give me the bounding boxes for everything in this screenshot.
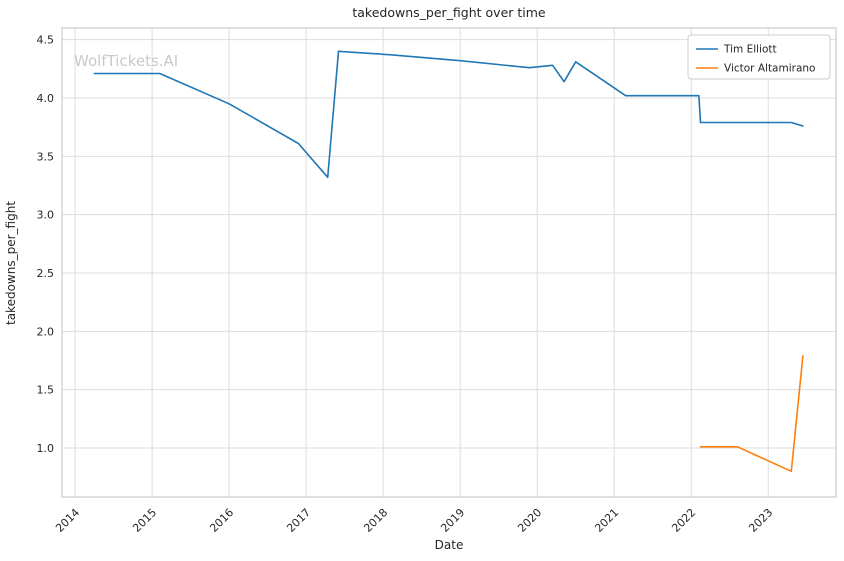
series-line xyxy=(93,50,804,179)
svg-text:2014: 2014 xyxy=(53,506,82,535)
svg-text:3.0: 3.0 xyxy=(37,209,55,222)
svg-text:1.5: 1.5 xyxy=(37,384,55,397)
svg-text:4.0: 4.0 xyxy=(37,92,55,105)
legend-label: Tim Elliott xyxy=(723,44,777,56)
series-line xyxy=(699,354,804,473)
legend-label: Victor Altamirano xyxy=(724,63,815,75)
svg-text:2018: 2018 xyxy=(361,506,390,535)
svg-text:2017: 2017 xyxy=(284,506,313,535)
y-axis-label: takedowns_per_fight xyxy=(4,201,18,325)
svg-text:4.5: 4.5 xyxy=(37,34,55,47)
svg-text:3.5: 3.5 xyxy=(37,150,55,163)
svg-text:2021: 2021 xyxy=(592,506,621,535)
x-tick-labels: 2014 2015 2016 2017 2018 2019 2020 2021 2022 2023 xyxy=(53,506,775,535)
svg-text:2020: 2020 xyxy=(515,506,544,535)
chart-title: takedowns_per_fight over time xyxy=(352,5,546,20)
x-axis-label: Date xyxy=(435,538,464,552)
y-tick-labels: 1.0 1.5 2.0 2.5 3.0 3.5 4.0 4.5 xyxy=(37,34,55,455)
svg-text:2.5: 2.5 xyxy=(37,267,55,280)
svg-text:2023: 2023 xyxy=(746,506,775,535)
svg-text:2.0: 2.0 xyxy=(37,325,55,338)
plot-background xyxy=(62,28,836,497)
gridlines xyxy=(62,28,836,497)
svg-text:2019: 2019 xyxy=(438,506,467,535)
svg-text:2016: 2016 xyxy=(207,506,236,535)
legend-box xyxy=(687,34,831,80)
watermark: WolfTickets.AI xyxy=(74,52,178,70)
plot-area: 1.0 1.5 2.0 2.5 3.0 3.5 4.0 4.5 2014 2015 2016 2017… xyxy=(37,27,837,535)
svg-text:2022: 2022 xyxy=(669,506,698,535)
axes-border xyxy=(61,27,837,498)
legend: Tim Elliott Victor Altamirano xyxy=(687,34,831,80)
svg-text:2015: 2015 xyxy=(130,506,159,535)
svg-text:1.0: 1.0 xyxy=(37,442,55,455)
